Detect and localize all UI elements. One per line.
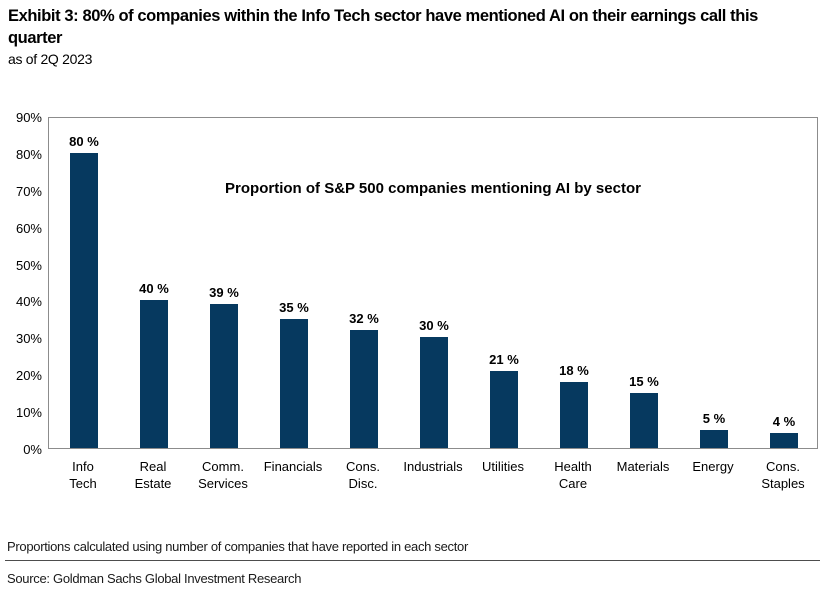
bar bbox=[420, 337, 448, 448]
header: Exhibit 3: 80% of companies within the I… bbox=[8, 5, 812, 68]
y-axis-label: 70% bbox=[15, 183, 42, 199]
bar-value-label: 39 % bbox=[209, 285, 239, 301]
bar bbox=[210, 304, 238, 448]
page-subtitle: as of 2Q 2023 bbox=[8, 51, 93, 67]
x-axis-label: Info Tech bbox=[69, 459, 97, 491]
bar-value-label: 35 % bbox=[279, 299, 309, 315]
x-axis-label: Health Care bbox=[554, 459, 592, 491]
bar bbox=[770, 433, 798, 448]
y-axis-label: 20% bbox=[15, 368, 42, 384]
y-axis-label: 50% bbox=[15, 257, 42, 273]
bar-value-label: 21 % bbox=[489, 351, 519, 367]
bar-value-label: 32 % bbox=[349, 310, 379, 326]
page-title: Exhibit 3: 80% of companies within the I… bbox=[8, 7, 758, 47]
bar-value-label: 40 % bbox=[139, 281, 169, 297]
x-axis-label: Utilities bbox=[482, 459, 524, 474]
bar bbox=[350, 329, 378, 448]
bar bbox=[630, 392, 658, 448]
source-text: Source: Goldman Sachs Global Investment … bbox=[7, 571, 302, 586]
bar-value-label: 5 % bbox=[702, 410, 726, 426]
x-axis: Info Tech Real Estate Comm. Services Financial… bbox=[48, 458, 818, 498]
x-axis-label: Energy bbox=[692, 459, 734, 474]
y-axis-label: 10% bbox=[15, 405, 42, 421]
x-axis-label: Industrials bbox=[403, 459, 463, 474]
y-axis-label: 90% bbox=[15, 110, 42, 125]
bar-value-label: 4 % bbox=[772, 414, 796, 430]
x-axis-label: Financials bbox=[263, 459, 323, 474]
footer-divider bbox=[5, 560, 820, 561]
x-axis-label: Materials bbox=[616, 459, 670, 474]
y-axis-label: 0% bbox=[23, 442, 42, 457]
bar bbox=[70, 152, 98, 448]
bar bbox=[490, 370, 518, 448]
bar bbox=[700, 429, 728, 448]
bar bbox=[280, 318, 308, 448]
x-axis-label: Cons. Disc. bbox=[346, 459, 380, 491]
y-axis-label: 40% bbox=[15, 294, 42, 310]
bar-value-label: 80 % bbox=[69, 133, 99, 149]
bar-value-label: 15 % bbox=[629, 373, 659, 389]
bar bbox=[560, 381, 588, 448]
chart-title: Proportion of S&P 500 companies mentioni… bbox=[225, 180, 641, 197]
y-axis-label: 60% bbox=[15, 220, 42, 236]
bar bbox=[140, 300, 168, 448]
x-axis-label: Comm. Services bbox=[198, 459, 248, 491]
y-axis-label: 80% bbox=[15, 146, 42, 162]
y-axis-label: 30% bbox=[15, 331, 42, 347]
bar-value-label: 30 % bbox=[419, 318, 449, 334]
bar-value-label: 18 % bbox=[559, 362, 589, 378]
x-axis-label: Real Estate bbox=[134, 459, 172, 491]
x-axis-label: Cons. Staples bbox=[761, 459, 805, 491]
plot-area: Proportion of S&P 500 companies mentioni… bbox=[48, 117, 818, 449]
footnote: Proportions calculated using number of c… bbox=[7, 539, 469, 554]
